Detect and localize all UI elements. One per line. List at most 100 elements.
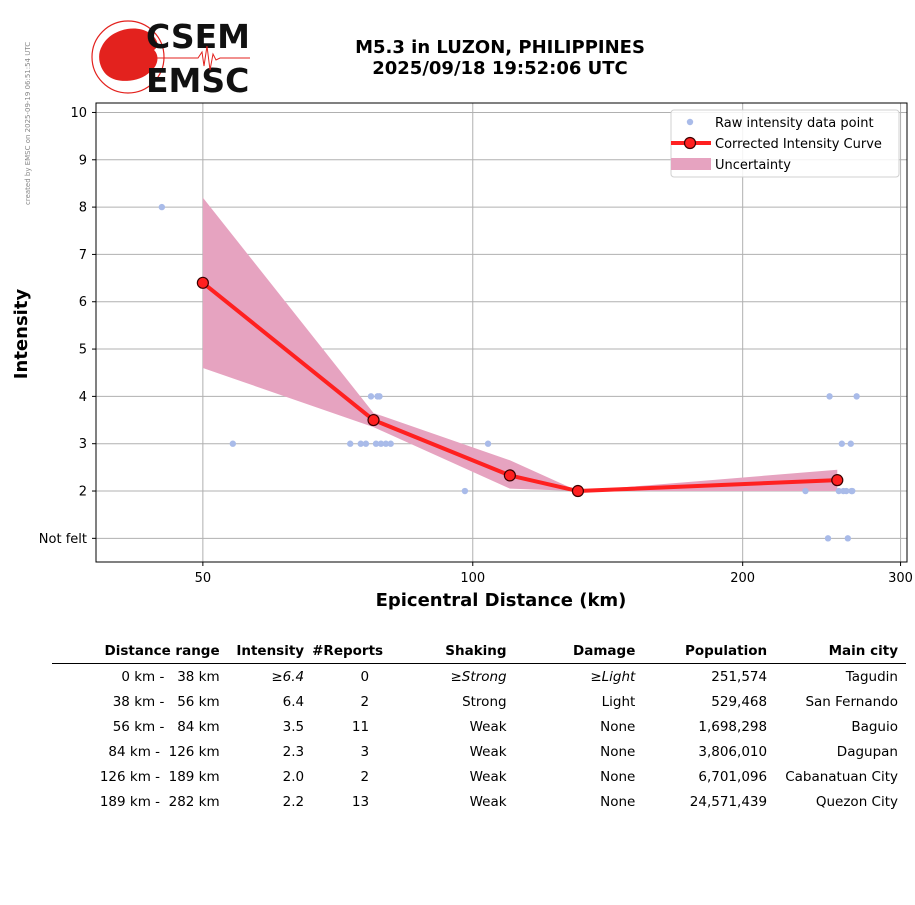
column-header: Intensity: [236, 643, 305, 659]
raw-data-point: [376, 393, 383, 400]
table-row: 189 km - 282 km 2.2 13 Weak None 24,571,439 Qu…: [52, 789, 906, 814]
y-tick-label: 7: [79, 248, 87, 263]
corrected-curve-marker: [196, 276, 209, 289]
table-cell-shaking: Weak: [469, 743, 507, 760]
table-cell-city: Dagupan: [836, 743, 898, 760]
column-header: Main city: [828, 643, 898, 659]
table-cell-shaking: Strong: [462, 693, 507, 710]
table-cell-population: 251,574: [711, 668, 768, 685]
column-header: #Reports: [312, 643, 384, 659]
table-cell-city: Tagudin: [845, 668, 898, 685]
table-cell-intensity: 6.4: [282, 693, 305, 710]
table-cell-city: Baguio: [851, 718, 898, 735]
raw-data-point: [158, 203, 166, 211]
table-cell-range: 126 km - 189 km: [99, 768, 220, 785]
table-cell-damage: None: [600, 743, 636, 760]
table-cell-range: 84 km - 126 km: [108, 743, 220, 760]
table-row: 0 km - 38 km ≥6.4 0 ≥Strong ≥Light 251,574 Tag…: [52, 664, 906, 690]
axis-ticks: Not felt 2 3 4 5 6 7 8 9 10 50 100 200 300: [39, 106, 913, 586]
raw-data-point: [367, 393, 375, 400]
table-cell-city: Quezon City: [815, 793, 898, 810]
table-cell-intensity: 3.5: [282, 718, 305, 735]
legend-entry-label: Corrected Intensity Curve: [715, 137, 882, 152]
table-cell-intensity: 2.3: [282, 743, 305, 760]
table-cell-reports: 2: [360, 693, 370, 710]
y-tick-label: 2: [79, 485, 87, 500]
raw-data-point: [377, 440, 385, 447]
raw-data-point: [843, 487, 850, 495]
y-tick-label: 9: [79, 153, 87, 168]
table-row: 56 km - 84 km 3.5 11 Weak None 1,698,298 Bagui…: [52, 714, 906, 739]
x-tick-label: 50: [195, 571, 212, 586]
y-tick-label: 8: [79, 201, 87, 216]
raw-data-point: [847, 440, 854, 447]
legend-curve-marker: [683, 136, 697, 150]
raw-data-point: [229, 440, 237, 447]
column-header: Damage: [573, 643, 636, 659]
y-tick-label: 10: [70, 106, 87, 121]
corrected-curve-marker: [831, 474, 844, 487]
table-cell-range: 0 km - 38 km: [121, 668, 220, 685]
logo-text-csem: CSEM: [146, 17, 250, 56]
raw-data-point: [835, 487, 843, 495]
table-cell-population: 3,806,010: [698, 743, 768, 760]
legend-raw-marker: [686, 118, 694, 126]
x-axis-label: Epicentral Distance (km): [376, 590, 627, 611]
y-tick-label: Not felt: [39, 532, 87, 547]
title-line-1: M5.3 in LUZON, PHILIPPINES: [355, 37, 645, 58]
raw-data-point: [372, 440, 380, 447]
corrected-curve-marker: [503, 469, 516, 482]
table-cell-range: 38 km - 56 km: [112, 693, 220, 710]
y-tick-label: 6: [79, 295, 87, 310]
legend: Raw intensity data point Corrected Intens…: [670, 109, 900, 178]
table-cell-damage: None: [600, 768, 636, 785]
table-cell-damage: None: [600, 793, 636, 810]
table-cell-shaking: ≥Strong: [450, 668, 507, 685]
plot-frame: [95, 102, 908, 563]
legend-entry-label: Raw intensity data point: [715, 116, 874, 131]
corrected-curve: [196, 276, 844, 498]
corrected-curve-marker: [571, 484, 585, 498]
table-cell-population: 24,571,439: [689, 793, 768, 810]
table-cell-reports: 2: [360, 768, 370, 785]
raw-data-point: [461, 487, 469, 495]
table-cell-damage: None: [600, 718, 636, 735]
logo-map-shape: [99, 28, 158, 81]
raw-data-point: [802, 487, 809, 495]
table-cell-intensity: 2.0: [282, 768, 305, 785]
raw-data-point: [824, 535, 832, 542]
raw-data-point: [838, 440, 846, 447]
x-tick-label: 100: [460, 571, 485, 586]
x-tick-label: 200: [730, 571, 755, 586]
legend-entry-label: Uncertainty: [715, 158, 791, 173]
table-row: 84 km - 126 km 2.3 3 Weak None 3,806,010 Dagup…: [52, 739, 906, 764]
table-cell-population: 1,698,298: [698, 718, 768, 735]
raw-data-point: [362, 440, 370, 447]
table-row: 126 km - 189 km 2.0 2 Weak None 6,701,096 Caba…: [52, 764, 906, 789]
table-header-row: Distance range Intensity #Reports Shaking Da…: [52, 640, 906, 664]
table-body: 0 km - 38 km ≥6.4 0 ≥Strong ≥Light 251,574 Tag…: [52, 664, 906, 815]
uncertainty-area: [202, 197, 838, 492]
table-cell-reports: 0: [360, 668, 370, 685]
table-cell-damage: Light: [601, 693, 636, 710]
column-header: Shaking: [445, 643, 507, 659]
y-tick-label: 3: [79, 437, 87, 452]
raw-points: [158, 203, 860, 542]
emsc-logo: CSEM EMSC: [91, 17, 250, 98]
legend-band-swatch: [671, 158, 711, 170]
raw-data-point: [484, 440, 492, 447]
uncertainty-band: [202, 197, 838, 492]
y-tick-label: 5: [79, 343, 87, 358]
table-cell-population: 529,468: [711, 693, 768, 710]
table-cell-city: San Fernando: [805, 693, 898, 710]
chart-title: M5.3 in LUZON, PHILIPPINES 2025/09/18 19…: [300, 37, 700, 79]
table-cell-intensity: 2.2: [282, 793, 305, 810]
table-cell-damage: ≥Light: [590, 668, 636, 685]
y-tick-label: 4: [79, 390, 87, 405]
logo-seismogram-line: [146, 45, 250, 71]
table-cell-shaking: Weak: [469, 718, 507, 735]
raw-data-point: [826, 393, 833, 400]
raw-data-point: [844, 535, 852, 542]
table-cell-intensity: ≥6.4: [271, 668, 305, 685]
y-axis-label: Intensity: [11, 289, 32, 380]
